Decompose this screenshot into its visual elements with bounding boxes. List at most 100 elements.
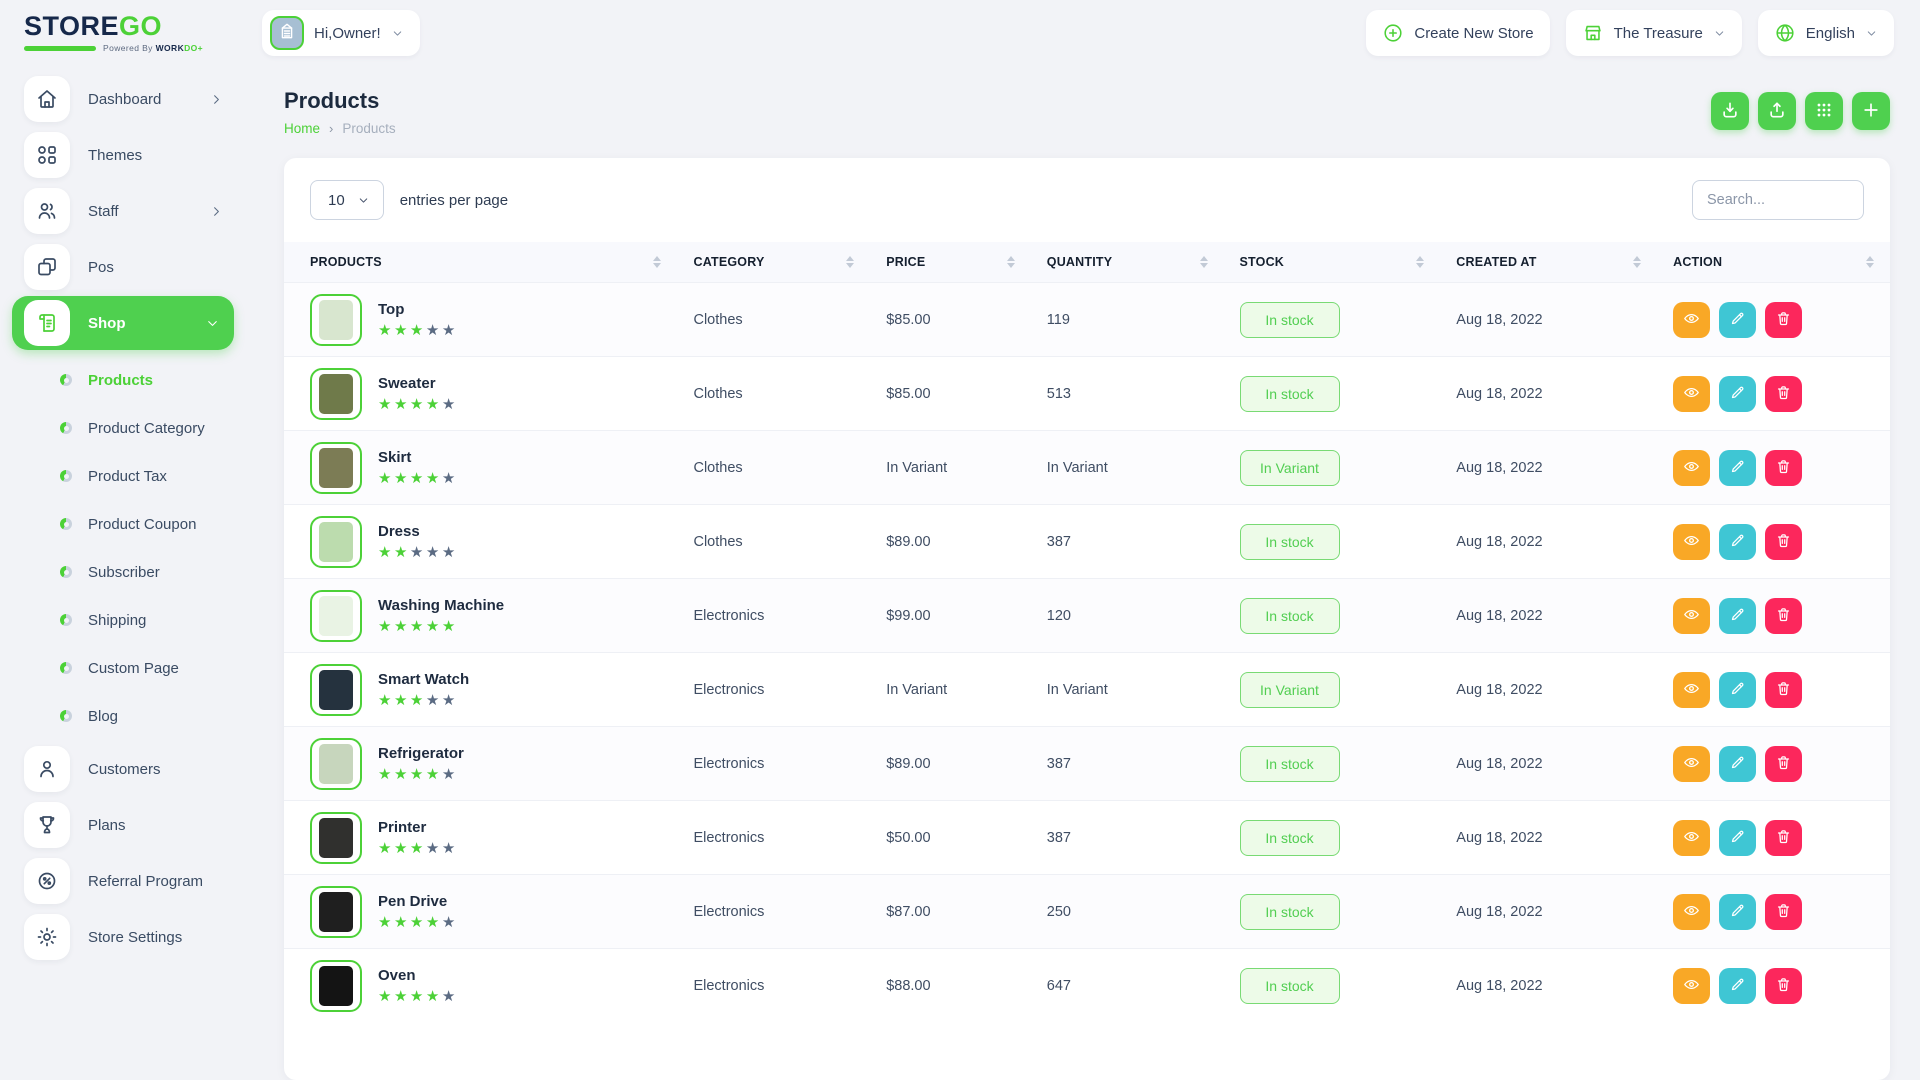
sidebar-item-referral-program[interactable]: Referral Program	[24, 858, 250, 904]
delete-button[interactable]	[1765, 967, 1803, 1004]
edit-button[interactable]	[1719, 671, 1757, 708]
plus-circle-icon	[1382, 22, 1404, 44]
product-thumbnail	[310, 589, 362, 642]
edit-button[interactable]	[1719, 449, 1757, 486]
column-header-price[interactable]: PRICE	[870, 242, 1031, 283]
created-at: Aug 18, 2022	[1456, 459, 1543, 476]
product-name: Washing Machine	[378, 597, 505, 614]
pencil-icon	[1729, 606, 1746, 626]
sidebar-item-customers[interactable]: Customers	[24, 746, 250, 792]
user-menu-button[interactable]: Hi,Owner!	[262, 10, 420, 56]
view-button[interactable]	[1673, 745, 1711, 782]
view-button[interactable]	[1673, 819, 1711, 856]
search-input[interactable]	[1692, 180, 1864, 220]
product-name: Refrigerator	[378, 745, 464, 762]
table-row: Pen Drive ★★★★★ Electronics $87.00 250 In sto…	[284, 874, 1890, 949]
view-button[interactable]	[1673, 301, 1711, 338]
product-quantity: 387	[1046, 755, 1071, 772]
delete-button[interactable]	[1765, 523, 1803, 560]
sidebar-item-plans[interactable]: Plans	[24, 802, 250, 848]
view-button[interactable]	[1673, 375, 1711, 412]
delete-button[interactable]	[1765, 671, 1803, 708]
product-price: $88.00	[886, 977, 931, 994]
pencil-icon	[1729, 680, 1746, 700]
table-row: Smart Watch ★★★★★ Electronics In Variant In …	[284, 652, 1890, 727]
view-button[interactable]	[1673, 893, 1711, 930]
table-row: Refrigerator ★★★★★ Electronics $89.00 387 In …	[284, 726, 1890, 801]
column-header-quantity[interactable]: QUANTITY	[1030, 242, 1224, 283]
table-header-row: PRODUCTS CATEGORY PRICE QUANTITY STOCK CREATE…	[284, 242, 1890, 283]
sidebar-subitem-products[interactable]: Products	[24, 356, 250, 404]
star-filled-icon: ★	[393, 840, 410, 857]
delete-button[interactable]	[1765, 375, 1803, 412]
edit-button[interactable]	[1719, 893, 1757, 930]
sidebar-subitem-product-category[interactable]: Product Category	[24, 404, 250, 452]
create-new-store-label: Create New Store	[1414, 24, 1534, 42]
table-row: Sweater ★★★★★ Clothes $85.00 513 In stock Aug …	[284, 356, 1890, 431]
delete-button[interactable]	[1765, 745, 1803, 782]
sidebar-subitem-custom-page[interactable]: Custom Page	[24, 644, 250, 692]
product-thumbnail	[310, 367, 362, 420]
column-header-products[interactable]: PRODUCTS	[284, 242, 678, 283]
column-header-action[interactable]: ACTION	[1657, 242, 1890, 283]
sidebar-subitem-product-tax[interactable]: Product Tax	[24, 452, 250, 500]
sidebar-item-themes[interactable]: Themes	[24, 132, 250, 178]
create-new-store-button[interactable]: Create New Store	[1366, 10, 1550, 56]
product-thumbnail	[310, 441, 362, 494]
created-at: Aug 18, 2022	[1456, 311, 1543, 328]
language-selector-button[interactable]: English	[1757, 10, 1894, 56]
sidebar-item-shop[interactable]: Shop	[12, 296, 234, 350]
delete-button[interactable]	[1765, 893, 1803, 930]
column-header-created-at[interactable]: CREATED AT	[1440, 242, 1658, 283]
sidebar-subitem-label: Product Category	[88, 419, 205, 437]
stock-badge: In stock	[1239, 301, 1340, 338]
view-button[interactable]	[1673, 523, 1711, 560]
bullet-icon	[60, 470, 72, 482]
grid-view-button[interactable]	[1805, 92, 1843, 130]
sidebar-subitem-shipping[interactable]: Shipping	[24, 596, 250, 644]
edit-button[interactable]	[1719, 819, 1757, 856]
sidebar-subitem-label: Product Coupon	[88, 515, 197, 533]
edit-button[interactable]	[1719, 597, 1757, 634]
star-empty-icon: ★	[441, 914, 458, 931]
breadcrumb-home-link[interactable]: Home	[284, 121, 321, 136]
edit-button[interactable]	[1719, 375, 1757, 412]
view-button[interactable]	[1673, 597, 1711, 634]
export-button[interactable]	[1711, 92, 1749, 130]
edit-button[interactable]	[1719, 301, 1757, 338]
delete-button[interactable]	[1765, 449, 1803, 486]
sidebar-item-dashboard[interactable]: Dashboard	[24, 76, 250, 122]
column-header-stock[interactable]: STOCK	[1223, 242, 1441, 283]
store-selector-button[interactable]: The Treasure	[1565, 10, 1742, 56]
view-button[interactable]	[1673, 967, 1711, 1004]
star-filled-icon: ★	[425, 618, 442, 635]
entries-per-page-select[interactable]: 10	[310, 180, 384, 220]
column-header-category[interactable]: CATEGORY	[677, 242, 871, 283]
product-category: Electronics	[693, 755, 765, 772]
star-empty-icon: ★	[425, 692, 442, 709]
star-filled-icon: ★	[378, 618, 394, 635]
add-product-button[interactable]	[1852, 92, 1890, 130]
delete-button[interactable]	[1765, 301, 1803, 338]
product-name: Pen Drive	[378, 893, 448, 910]
view-button[interactable]	[1673, 449, 1711, 486]
chevron-down-icon	[1713, 27, 1726, 40]
edit-button[interactable]	[1719, 745, 1757, 782]
sort-arrows-icon	[846, 256, 855, 268]
delete-button[interactable]	[1765, 819, 1803, 856]
sidebar-subitem-blog[interactable]: Blog	[24, 692, 250, 740]
edit-button[interactable]	[1719, 523, 1757, 560]
sidebar-item-label: Plans	[88, 816, 126, 834]
import-button[interactable]	[1758, 92, 1796, 130]
sort-arrows-icon	[1199, 256, 1208, 268]
sidebar-item-pos[interactable]: Pos	[24, 244, 250, 290]
bullet-icon	[60, 710, 72, 722]
delete-button[interactable]	[1765, 597, 1803, 634]
view-button[interactable]	[1673, 671, 1711, 708]
sidebar-item-staff[interactable]: Staff	[24, 188, 250, 234]
sidebar-item-store-settings[interactable]: Store Settings	[24, 914, 250, 960]
sidebar-subitem-subscriber[interactable]: Subscriber	[24, 548, 250, 596]
sidebar-item-label: Dashboard	[88, 90, 162, 108]
sidebar-subitem-product-coupon[interactable]: Product Coupon	[24, 500, 250, 548]
edit-button[interactable]	[1719, 967, 1757, 1004]
